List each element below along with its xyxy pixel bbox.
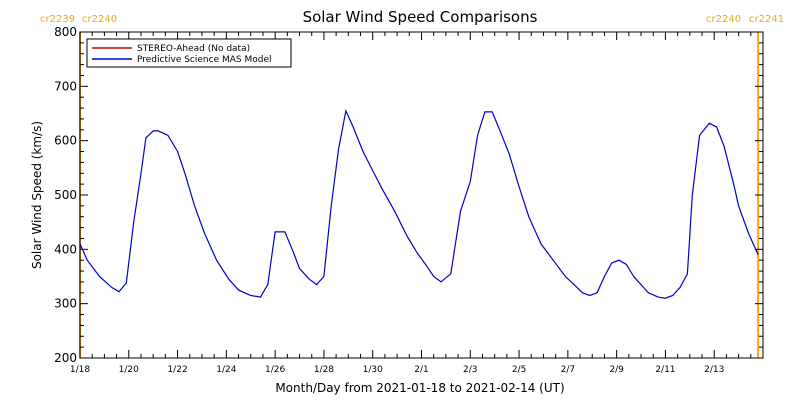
- x-tick-label: 2/1: [414, 365, 428, 375]
- x-tick-label: 1/20: [119, 365, 139, 375]
- y-axis-label: Solar Wind Speed (km/s): [30, 121, 44, 269]
- x-tick-label: 2/3: [463, 365, 477, 375]
- legend: STEREO-Ahead (No data)Predictive Science…: [86, 38, 292, 68]
- x-tick-label: 1/24: [216, 365, 236, 375]
- series-line-mas-model: [79, 108, 759, 299]
- x-axis-label: Month/Day from 2021-01-18 to 2021-02-14 …: [275, 381, 564, 395]
- y-tick-label: 500: [54, 188, 77, 202]
- x-tick-label: 1/22: [167, 365, 187, 375]
- series-layer: [79, 108, 759, 299]
- carrington-label-right: cr2240: [82, 14, 117, 25]
- y-tick-label: 600: [54, 134, 77, 148]
- x-tick-label: 1/26: [265, 365, 285, 375]
- x-tick-label: 2/7: [561, 365, 575, 375]
- y-tick-label: 700: [54, 79, 77, 93]
- legend-entry-label: STEREO-Ahead (No data): [137, 44, 250, 54]
- y-tick-label: 300: [54, 297, 77, 311]
- chart-title: Solar Wind Speed Comparisons: [303, 8, 538, 26]
- x-tick-label: 2/5: [512, 365, 526, 375]
- x-tick-label: 1/28: [314, 365, 334, 375]
- y-tick-label: 200: [54, 351, 77, 365]
- legend-entry-label: Predictive Science MAS Model: [137, 55, 272, 65]
- legend-box: [86, 38, 292, 68]
- x-tick-label: 1/30: [363, 365, 383, 375]
- carrington-label-right: cr2241: [749, 14, 784, 25]
- x-axis-ticks: 1/18 1/20 1/22 1/24 1/26 1/28 1/30 2/1 2/3 2/5 2/7…: [70, 32, 752, 375]
- carrington-label-left: cr2239: [40, 14, 75, 25]
- x-tick-label: 2/11: [655, 365, 675, 375]
- carrington-label-left: cr2240: [706, 14, 741, 25]
- y-tick-label: 400: [54, 242, 77, 256]
- y-axis-ticks: 200 300 400 500 600 700 800: [54, 25, 763, 365]
- y-tick-label: 800: [54, 25, 77, 39]
- x-tick-label: 1/18: [70, 365, 90, 375]
- x-tick-label: 2/9: [609, 365, 624, 375]
- x-tick-label: 2/13: [704, 365, 724, 375]
